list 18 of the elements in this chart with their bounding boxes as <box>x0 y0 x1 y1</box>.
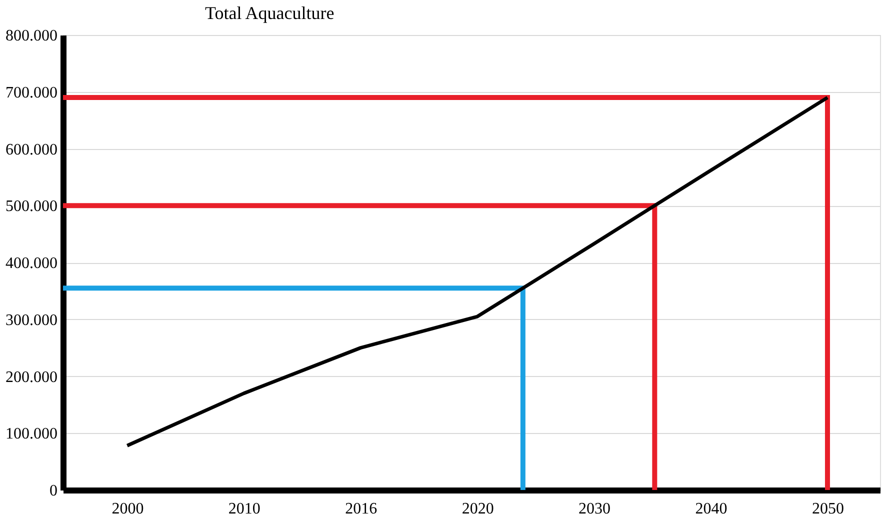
y-tick-label: 200.000 <box>6 368 58 386</box>
x-tick-label: 2050 <box>812 500 844 518</box>
x-tick-label: 2030 <box>578 500 611 518</box>
x-tick-label: 2040 <box>695 500 728 518</box>
y-tick-label: 500.000 <box>6 198 58 216</box>
y-tick-label: 800.000 <box>6 28 58 44</box>
x-tick-label: 2016 <box>345 500 378 518</box>
y-tick-label: 400.000 <box>6 255 58 272</box>
y-tick-label: 0 <box>50 482 58 500</box>
x-tick-label: 2000 <box>112 500 144 518</box>
y-tick-label: 300.000 <box>6 312 58 329</box>
x-tick-label: 2020 <box>462 500 494 518</box>
line-series <box>125 96 830 448</box>
chart-title: Total Aquaculture <box>205 3 334 23</box>
y-tick-label: 100.000 <box>6 426 58 443</box>
y-tick-label: 600.000 <box>6 141 58 158</box>
x-tick-label: 2010 <box>228 500 260 518</box>
y-tick-label: 700.000 <box>6 84 58 102</box>
